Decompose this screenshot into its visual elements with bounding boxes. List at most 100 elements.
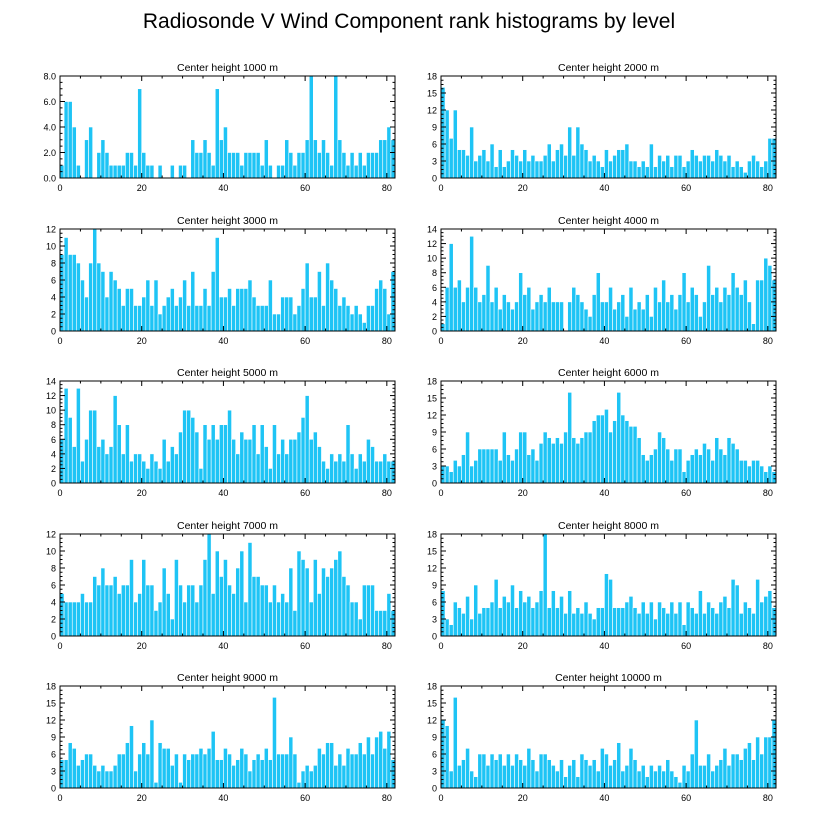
histogram-bar [452, 697, 458, 789]
histogram-bar [685, 601, 691, 637]
histogram-bar [96, 584, 102, 637]
x-tick-label: 20 [137, 488, 147, 498]
histogram-bar [710, 607, 716, 637]
x-tick-label: 80 [763, 183, 773, 193]
histogram-bar [292, 313, 298, 332]
histogram-bar [481, 294, 487, 332]
histogram-bar [263, 305, 269, 332]
histogram-bar [734, 448, 740, 484]
histogram-bar [84, 139, 89, 179]
y-tick-label: 12 [46, 716, 56, 726]
histogram-bar [133, 164, 138, 179]
histogram-bar [604, 149, 609, 179]
histogram-bar [702, 613, 707, 637]
histogram-bar [657, 301, 662, 332]
histogram-bar [669, 166, 675, 179]
histogram-bar [624, 601, 630, 637]
histogram-bar [202, 753, 208, 789]
histogram-bar [153, 610, 159, 637]
histogram-bar [669, 294, 675, 332]
panel-title: Center height 1000 m [177, 62, 278, 74]
histogram-bar [145, 753, 151, 789]
histogram-bar [231, 765, 236, 789]
histogram-bar [153, 782, 159, 789]
histogram-bar [755, 460, 760, 484]
histogram-bar [292, 438, 298, 484]
histogram-bar [514, 753, 519, 789]
histogram-bar [251, 759, 257, 789]
histogram-bar [473, 776, 479, 789]
histogram-bar [526, 286, 532, 332]
histogram-bar [526, 454, 532, 484]
histogram-bar [129, 152, 134, 179]
histogram-bar [145, 164, 151, 179]
histogram-bar [616, 149, 622, 179]
histogram-bar [382, 288, 388, 332]
histogram-bar [100, 139, 106, 179]
histogram-bar [108, 584, 114, 637]
histogram-bar [649, 143, 654, 179]
histogram-bar [522, 765, 528, 789]
histogram-bar [518, 431, 524, 484]
histogram-bar [321, 567, 326, 637]
histogram-bar [280, 438, 285, 484]
histogram-bar [628, 286, 634, 332]
histogram-bar [522, 149, 528, 179]
histogram-bar [477, 301, 483, 332]
histogram-bar [689, 286, 695, 332]
histogram-bar [129, 725, 134, 789]
histogram-bar [510, 584, 515, 637]
histogram-bar [555, 770, 560, 789]
histogram-bar [382, 139, 388, 179]
histogram-bar [673, 308, 679, 332]
histogram-bar [198, 305, 204, 332]
histogram-bar [714, 149, 720, 179]
histogram-bar [624, 420, 630, 484]
panel-title: Center height 2000 m [558, 62, 659, 74]
histogram-bar [448, 138, 454, 179]
histogram-bar [649, 316, 654, 332]
histogram-bar [198, 748, 204, 789]
histogram-bar [702, 443, 707, 484]
histogram-bar [563, 613, 568, 637]
histogram-bar [243, 288, 249, 332]
histogram-bar [583, 149, 589, 179]
histogram-bar [357, 453, 363, 484]
histogram-bar [235, 453, 241, 484]
histogram-bar [608, 579, 613, 637]
x-tick-label: 60 [681, 336, 691, 346]
histogram-bar [567, 126, 573, 179]
histogram-bar [357, 742, 363, 789]
histogram-bar [706, 753, 711, 789]
x-tick-label: 20 [137, 183, 147, 193]
histogram-bar [681, 166, 687, 179]
histogram-bar [595, 272, 601, 332]
histogram-bar [497, 149, 503, 179]
histogram-bar [165, 460, 171, 484]
histogram-bar [67, 742, 73, 789]
histogram-bar [125, 288, 130, 332]
histogram-bar [546, 286, 552, 332]
histogram-bar [255, 305, 261, 332]
histogram-bar [461, 301, 466, 332]
histogram-bar [747, 160, 752, 179]
histogram-bar [571, 613, 577, 637]
histogram-bar [120, 305, 126, 332]
histogram-bar [644, 776, 650, 789]
histogram-bar [125, 742, 130, 789]
histogram-bar [600, 301, 605, 332]
histogram-bar [357, 152, 363, 179]
histogram-bar [571, 155, 577, 179]
histogram-bar [665, 613, 671, 637]
histogram-bar [333, 559, 339, 637]
x-tick-label: 60 [300, 488, 310, 498]
histogram-bar [100, 271, 106, 332]
histogram-bar [300, 288, 306, 332]
histogram-bar [477, 753, 483, 789]
histogram-bar [206, 152, 212, 179]
histogram-bar [325, 576, 330, 637]
histogram-bar [219, 139, 224, 179]
histogram-bar [514, 301, 519, 332]
histogram-bar [722, 454, 728, 484]
y-tick-label: 8.0 [43, 72, 56, 82]
